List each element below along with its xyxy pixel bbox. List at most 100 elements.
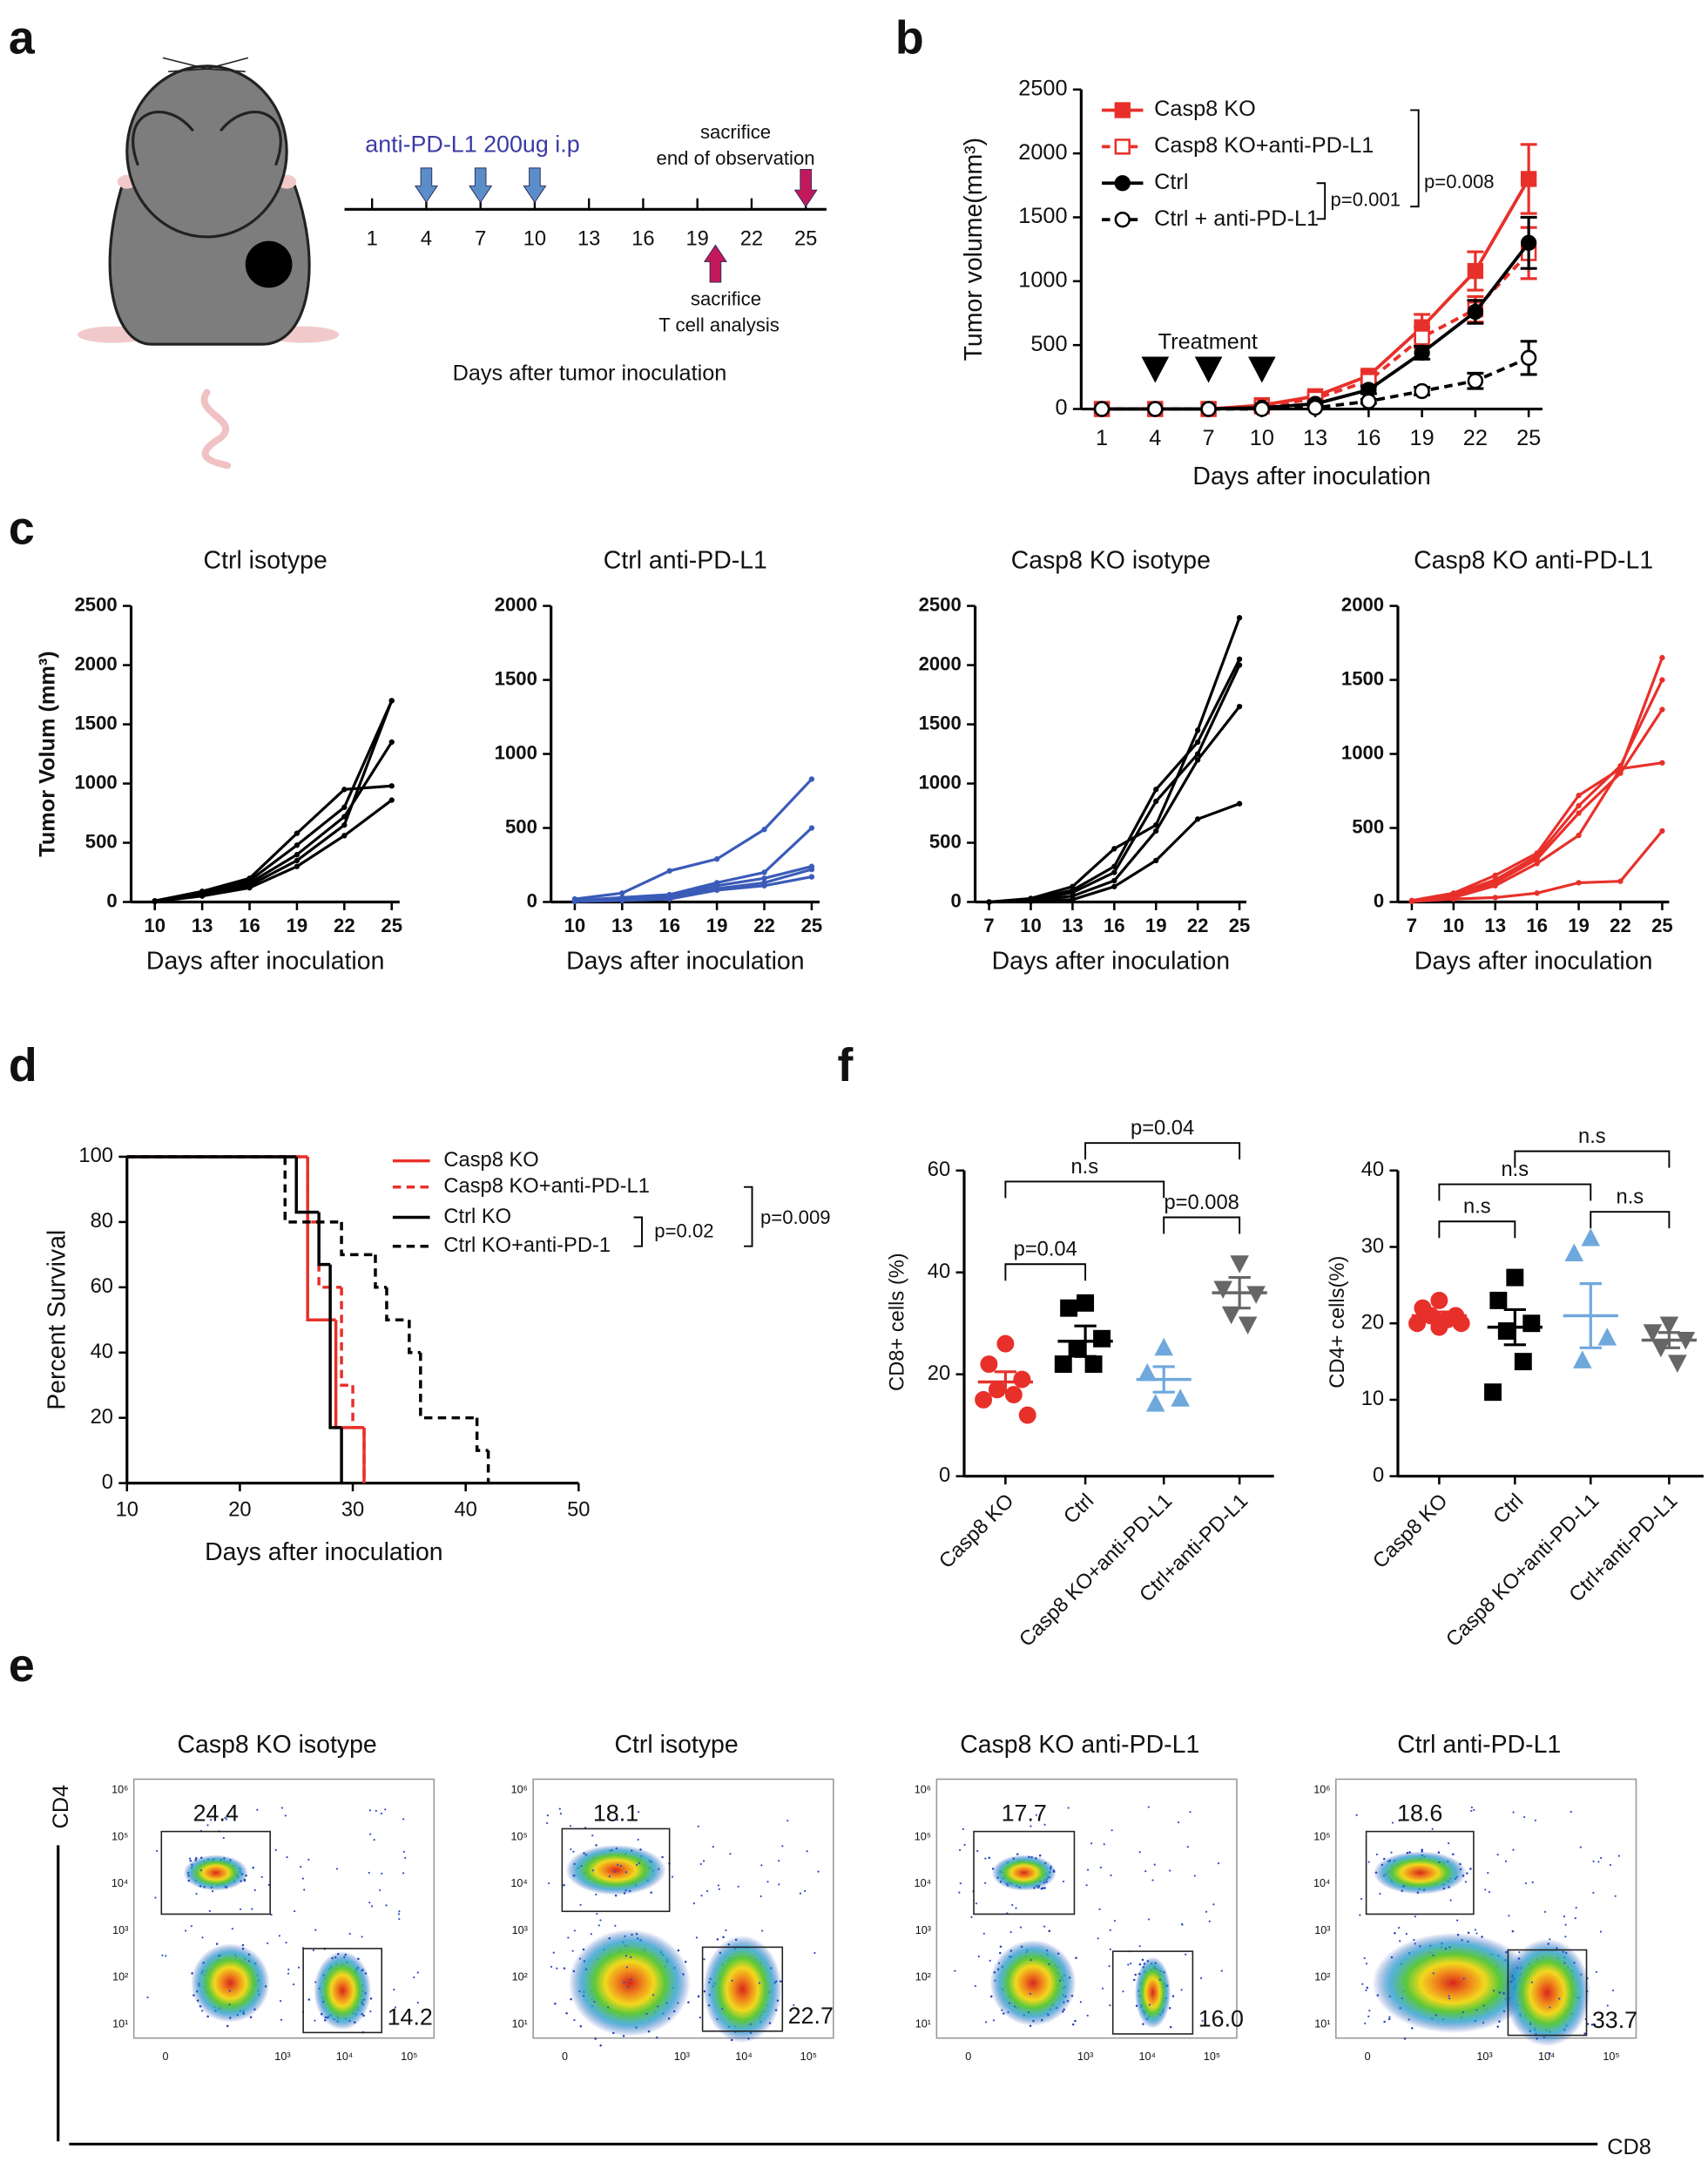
event-dot: [962, 1828, 964, 1831]
point: [1194, 816, 1201, 822]
event-dot: [165, 1955, 167, 1957]
event-dot: [1574, 1917, 1576, 1920]
flow-x-tick: 10⁴: [1538, 2051, 1555, 2063]
point: [808, 866, 815, 873]
event-dot: [786, 1819, 789, 1822]
event-dot: [583, 1995, 585, 1997]
event-dot: [1390, 1851, 1393, 1854]
cell-population: [314, 1950, 372, 2030]
flow-y-tick: 10⁴: [111, 1877, 128, 1889]
event-dot: [1496, 2025, 1500, 2028]
event-dot: [284, 1814, 287, 1817]
event-dot: [1212, 1903, 1215, 1906]
x-tick-label: 10: [1250, 426, 1274, 450]
event-dot: [1543, 1910, 1547, 1913]
event-dot: [154, 1896, 157, 1899]
cell-population: [1135, 1956, 1171, 2029]
event-dot: [567, 1936, 570, 1939]
x-tick-label: 13: [1062, 915, 1084, 936]
event-dot: [758, 1982, 761, 1984]
point: [388, 698, 395, 704]
event-dot: [1512, 1848, 1515, 1851]
event-dot: [1193, 1875, 1196, 1877]
point: [1236, 656, 1243, 662]
event-dot: [975, 1902, 978, 1905]
event-dot: [1185, 1953, 1187, 1956]
y-tick-label: 40: [1361, 1159, 1384, 1181]
event-dot: [1496, 1853, 1499, 1856]
gate-percent: 18.6: [1397, 1801, 1442, 1827]
marker: [1138, 1363, 1158, 1382]
event-dot: [322, 2001, 325, 2003]
flow-x-tick: 0: [163, 2051, 169, 2063]
end-label: sacrifice: [700, 121, 771, 143]
event-dot: [813, 1951, 816, 1955]
point: [341, 821, 348, 828]
gate-percent: 14.2: [388, 2004, 433, 2030]
event-dot: [985, 2021, 988, 2023]
event-dot: [1189, 1811, 1192, 1814]
event-dot: [1398, 1819, 1401, 1822]
event-dot: [1153, 1863, 1156, 1866]
event-dot: [624, 1955, 628, 1957]
y-tick-label: 2000: [495, 593, 537, 615]
x-tick-label: 19: [287, 915, 308, 936]
event-dot: [1504, 1860, 1508, 1862]
point: [152, 898, 158, 905]
event-dot: [635, 1863, 638, 1866]
gate-percent: 16.0: [1198, 2005, 1244, 2031]
panel-label: b: [895, 12, 924, 64]
x-tick-label: 19: [1145, 915, 1167, 936]
bracket: [1004, 1180, 1165, 1199]
x-tick-label: 16: [239, 915, 260, 936]
event-dot: [1365, 1963, 1367, 1965]
event-dot: [279, 2000, 282, 2003]
marker: [1520, 349, 1537, 367]
end-label: end of observation: [657, 147, 815, 169]
event-dot: [201, 2010, 204, 2012]
y-tick-label: 1000: [495, 741, 537, 763]
x-tick-label: 22: [1187, 915, 1209, 936]
event-dot: [402, 1818, 405, 1821]
event-dot: [370, 1905, 374, 1908]
flow-title: Casp8 KO anti-PD-L1: [960, 1731, 1199, 1759]
flow-x-tick: 10⁵: [401, 2051, 417, 2063]
event-dot: [1467, 1931, 1470, 1935]
treatment-marker: [1194, 356, 1223, 383]
event-dot: [211, 1890, 214, 1893]
point: [1111, 883, 1117, 889]
event-dot: [1448, 1995, 1450, 1997]
point: [1659, 654, 1665, 661]
y-tick-label: 60: [928, 1159, 950, 1181]
event-dot: [590, 1933, 592, 1936]
event-dot: [226, 2024, 229, 2028]
event-dot: [1403, 2037, 1407, 2040]
point: [1070, 896, 1076, 902]
event-dot: [252, 1866, 255, 1869]
event-dot: [402, 1850, 405, 1854]
flow-x-tick: 10⁵: [1603, 2051, 1619, 2063]
event-dot: [1205, 1910, 1208, 1913]
event-dot: [1030, 1825, 1032, 1828]
event-dot: [626, 1986, 629, 1989]
flow-frame: [532, 1778, 834, 2039]
event-dot: [1508, 1915, 1510, 1917]
point: [808, 776, 815, 782]
point: [619, 890, 625, 896]
point: [666, 868, 672, 874]
event-dot: [1201, 2019, 1204, 2022]
x-tick-label: 30: [341, 1499, 364, 1522]
y-tick-label: 1500: [1018, 204, 1067, 228]
flow-y-tick: 10¹: [112, 2017, 128, 2030]
event-dot: [1606, 2004, 1609, 2007]
event-dot: [1595, 1970, 1597, 1974]
timeline-tick-label: 16: [631, 227, 654, 250]
event-dot: [274, 1848, 277, 1851]
event-dot: [1448, 1997, 1451, 2000]
event-dot: [195, 1892, 198, 1895]
event-dot: [185, 1929, 187, 1932]
event-dot: [1148, 2003, 1151, 2006]
event-dot: [697, 1995, 700, 1998]
x-axis-label: Days after inoculation: [146, 948, 384, 976]
event-dot: [190, 1925, 193, 1928]
